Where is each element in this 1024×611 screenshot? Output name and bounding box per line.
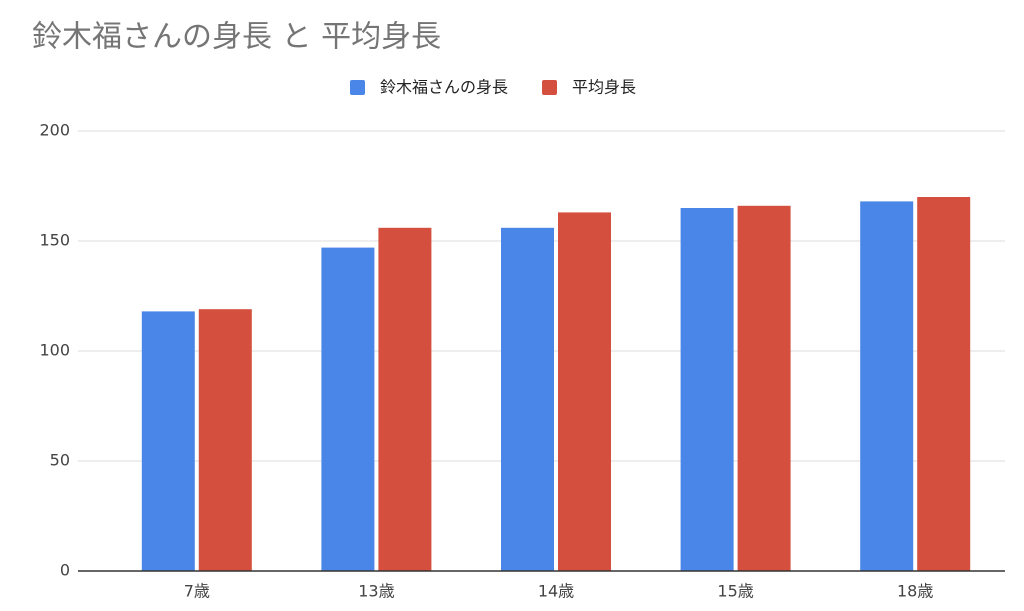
legend-label: 平均身長 bbox=[572, 78, 636, 97]
bar bbox=[860, 201, 914, 571]
x-tick-label: 15歳 bbox=[717, 582, 753, 601]
bar bbox=[737, 205, 791, 572]
bar bbox=[917, 197, 971, 571]
chart-title: 鈴木福さんの身長 と 平均身長 bbox=[32, 20, 441, 55]
bar bbox=[321, 247, 375, 571]
x-tick-label: 7歳 bbox=[184, 582, 210, 601]
y-tick-label: 150 bbox=[39, 231, 70, 250]
legend-swatch bbox=[350, 80, 365, 95]
y-tick-label: 50 bbox=[50, 451, 70, 470]
y-tick-label: 200 bbox=[39, 121, 70, 140]
bar bbox=[141, 311, 195, 571]
bar bbox=[680, 208, 734, 571]
x-tick-label: 13歳 bbox=[358, 582, 394, 601]
bar bbox=[198, 309, 252, 571]
legend-swatch bbox=[542, 80, 558, 95]
bar bbox=[378, 227, 432, 572]
legend-label: 鈴木福さんの身長 bbox=[380, 78, 508, 97]
bar bbox=[558, 212, 611, 571]
x-tick-label: 14歳 bbox=[538, 582, 574, 601]
y-tick-label: 0 bbox=[60, 561, 70, 580]
y-tick-label: 100 bbox=[39, 341, 70, 360]
x-tick-label: 18歳 bbox=[897, 582, 933, 601]
bar bbox=[501, 227, 554, 572]
